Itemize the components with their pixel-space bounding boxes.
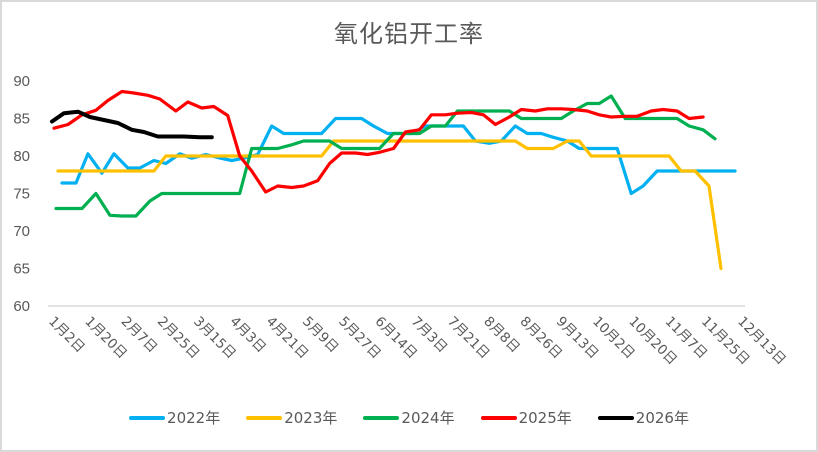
y-tick-label: 65 <box>13 261 30 278</box>
legend-swatch <box>597 415 634 420</box>
legend-swatch <box>363 415 400 420</box>
y-tick-label: 90 <box>13 73 30 90</box>
legend-label: 2024年 <box>401 409 455 427</box>
legend-item-2023: 2023年 <box>246 407 337 428</box>
legend-label: 2022年 <box>167 409 221 427</box>
series-lines <box>50 89 737 271</box>
y-tick-label: 70 <box>13 223 30 240</box>
series-line-2025 <box>52 89 705 194</box>
legend-label: 2023年 <box>284 409 338 427</box>
legend: 2022年 2023年 2024年 2025年 2026年 <box>0 407 818 428</box>
y-tick-label: 75 <box>13 186 30 203</box>
y-axis: 60 65 70 75 80 85 90 <box>13 73 30 315</box>
series-line-2026 <box>50 109 214 140</box>
series-line-2023 <box>56 139 723 271</box>
legend-item-2022: 2022年 <box>129 407 220 428</box>
x-tick-label: 1月2日 <box>45 314 88 357</box>
series-line-2024 <box>54 94 717 218</box>
x-axis: 1月2日1月20日2月7日2月25日3月15日4月3日4月21日5月9日5月27… <box>45 314 789 369</box>
legend-label: 2025年 <box>518 409 572 427</box>
legend-swatch <box>129 415 166 420</box>
y-tick-label: 60 <box>13 298 30 315</box>
y-tick-label: 85 <box>13 111 30 128</box>
legend-swatch <box>480 415 517 420</box>
chart-title: 氧化铝开工率 <box>334 20 484 48</box>
legend-swatch <box>246 415 283 420</box>
legend-item-2024: 2024年 <box>363 407 455 428</box>
legend-item-2025: 2025年 <box>480 407 572 428</box>
y-tick-label: 80 <box>13 148 30 165</box>
legend-label: 2026年 <box>635 409 689 427</box>
legend-item-2026: 2026年 <box>597 407 689 428</box>
